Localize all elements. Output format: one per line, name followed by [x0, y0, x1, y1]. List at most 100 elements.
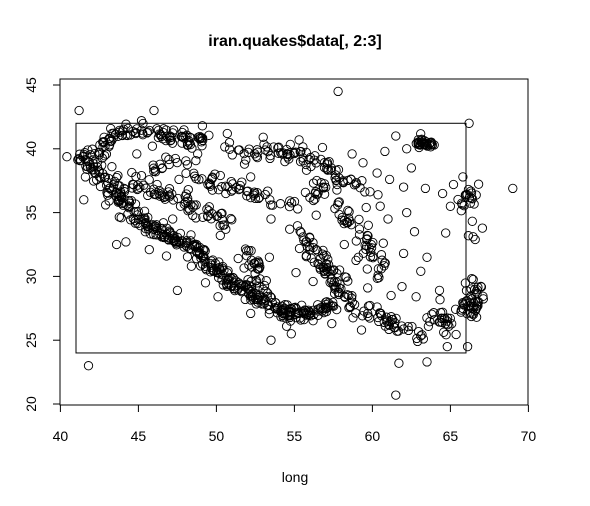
data-point [144, 125, 155, 136]
data-point [332, 277, 342, 287]
data-point [351, 236, 361, 246]
data-point [445, 201, 456, 211]
data-point [133, 184, 143, 194]
data-point [186, 261, 197, 271]
data-point [182, 140, 193, 150]
x-axis: 40 45 50 55 60 65 70 [53, 404, 537, 444]
data-point [304, 310, 314, 320]
data-point [222, 281, 232, 291]
data-point [364, 243, 374, 253]
data-point [107, 162, 117, 172]
data-point [186, 244, 197, 254]
data-point [349, 180, 360, 190]
data-point [202, 204, 212, 214]
data-point [276, 148, 286, 158]
data-point [427, 309, 437, 319]
data-point [366, 239, 376, 250]
data-point [357, 176, 367, 186]
data-point [315, 254, 325, 264]
data-point [181, 156, 191, 166]
data-point [264, 252, 275, 262]
data-point [333, 86, 343, 97]
x-tick-label: 55 [287, 428, 303, 444]
data-point [261, 276, 271, 286]
data-point [204, 206, 214, 216]
data-point [149, 189, 159, 199]
data-point [266, 335, 276, 345]
data-point [165, 133, 175, 143]
data-point [339, 239, 349, 250]
data-point [262, 300, 272, 310]
data-point [161, 251, 172, 261]
data-point [332, 268, 342, 279]
data-point [257, 295, 267, 305]
data-point [333, 197, 343, 208]
data-point [177, 131, 187, 141]
data-point [266, 214, 276, 224]
data-point [315, 304, 325, 314]
y-tick-label: 35 [23, 205, 39, 221]
data-point [384, 174, 395, 185]
data-point [199, 244, 209, 255]
data-point [132, 149, 142, 159]
data-point [210, 169, 220, 179]
data-point [260, 145, 270, 155]
data-point [366, 247, 376, 257]
data-point [92, 162, 103, 172]
data-point [124, 310, 134, 320]
data-point [406, 163, 417, 173]
data-point [252, 264, 263, 274]
data-point [296, 315, 306, 325]
data-point [322, 164, 332, 174]
data-point [286, 304, 297, 314]
data-point [150, 167, 161, 177]
data-point [419, 136, 430, 146]
data-point [126, 196, 137, 206]
data-point [125, 215, 136, 225]
data-point [114, 125, 125, 136]
data-point [411, 292, 421, 302]
x-tick-label: 40 [53, 428, 69, 444]
data-point [109, 179, 119, 189]
data-point [265, 195, 275, 205]
data-point [468, 297, 479, 308]
chart-title: iran.quakes$data[, 2:3] [208, 33, 381, 50]
x-tick-label: 70 [521, 428, 537, 444]
data-point [147, 141, 158, 151]
data-point [213, 292, 223, 302]
data-point [148, 222, 158, 232]
data-point [244, 144, 254, 154]
data-point [366, 243, 377, 253]
data-point [224, 137, 235, 148]
data-point [435, 295, 445, 305]
data-point [215, 170, 225, 181]
data-point [305, 192, 315, 203]
data-point [136, 170, 147, 181]
data-point [243, 147, 253, 158]
data-point [177, 132, 188, 142]
data-point [340, 292, 350, 302]
data-point [331, 165, 341, 176]
data-point [467, 273, 477, 284]
data-point [453, 194, 463, 205]
data-point [153, 230, 163, 240]
data-point [182, 241, 192, 251]
data-point [286, 307, 296, 317]
data-point [508, 183, 518, 194]
data-point [106, 123, 116, 134]
data-point [467, 216, 477, 226]
data-point [351, 179, 361, 189]
data-point [422, 252, 432, 262]
data-point [197, 174, 207, 184]
data-point [419, 139, 430, 150]
data-point [416, 266, 426, 276]
data-point [285, 139, 295, 150]
data-point [274, 142, 284, 152]
data-point [227, 215, 237, 225]
data-point [363, 283, 373, 293]
data-point [339, 215, 350, 226]
data-point [101, 180, 112, 190]
data-point [183, 196, 193, 206]
data-point [179, 199, 189, 209]
data-point [208, 255, 218, 265]
